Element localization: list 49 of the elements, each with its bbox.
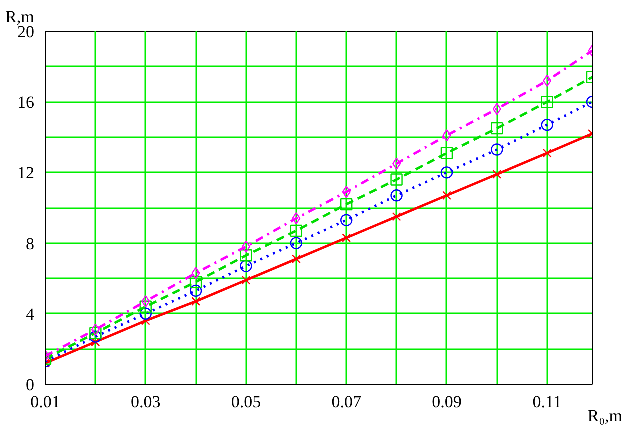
point [440, 166, 454, 179]
point [442, 130, 452, 142]
y-tick-label: 0 [26, 376, 34, 394]
point [190, 284, 202, 298]
point [91, 324, 100, 336]
point [91, 338, 100, 347]
point [342, 186, 351, 198]
y-tick-label: 8 [26, 234, 34, 254]
point [242, 276, 251, 285]
y-tick-label: 12 [18, 164, 34, 183]
y-tick-label: 16 [18, 93, 34, 112]
x-axis-title: R₀,m [588, 406, 623, 426]
y-tick-label: 4 [26, 304, 35, 324]
point [240, 250, 252, 262]
x-tick-label: 0.01 [30, 392, 60, 412]
point [342, 234, 352, 242]
x-tick-label: 0.05 [231, 392, 262, 412]
point [140, 300, 152, 313]
point [541, 96, 554, 108]
point [90, 327, 102, 340]
point [542, 148, 552, 158]
point [192, 297, 201, 306]
point [290, 237, 303, 250]
point [190, 276, 202, 288]
point [340, 214, 353, 226]
x-tick-label: 0.03 [130, 392, 161, 412]
point [392, 212, 402, 222]
point [492, 103, 502, 116]
point [390, 190, 403, 202]
point [192, 267, 200, 280]
point [141, 316, 150, 326]
point [440, 147, 454, 160]
point [340, 198, 353, 211]
x-tick-label: 0.11 [532, 392, 562, 412]
x-tick-label: 0.09 [432, 392, 462, 412]
point [140, 308, 152, 320]
point [492, 170, 502, 179]
point [240, 260, 252, 272]
y-axis-title: R,m [6, 8, 34, 26]
point [242, 240, 250, 253]
point [442, 191, 452, 200]
point [390, 174, 403, 186]
point [491, 144, 504, 156]
point [292, 254, 301, 264]
x-tick-label: 0.07 [332, 392, 362, 412]
point [541, 118, 554, 132]
point [392, 158, 402, 170]
point [290, 224, 303, 238]
point [491, 122, 504, 135]
